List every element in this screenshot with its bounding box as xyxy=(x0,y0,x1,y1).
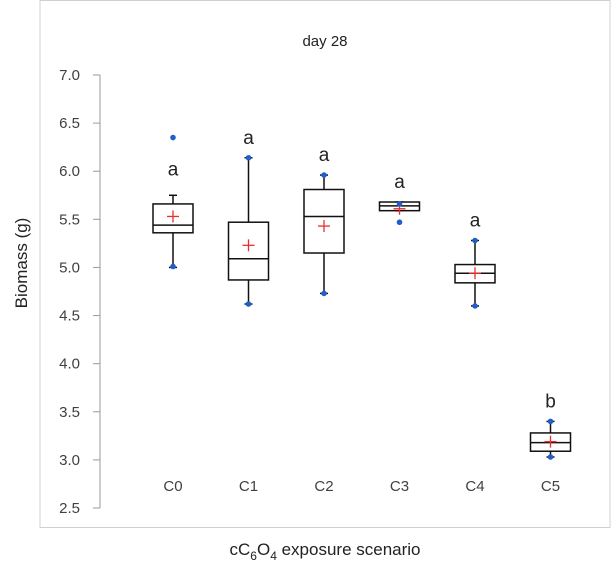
category-label: C0 xyxy=(163,478,182,495)
outlier-point xyxy=(170,134,176,141)
category-label: C5 xyxy=(541,478,560,495)
box-group: a C1 xyxy=(227,128,270,495)
significance-letter: a xyxy=(168,159,179,180)
box-group: b C5 xyxy=(529,391,572,495)
x-title-part: exposure scenario xyxy=(277,540,421,559)
x-title-subscript: 6 xyxy=(250,549,257,563)
outlier-point xyxy=(321,172,327,178)
category-label: C4 xyxy=(465,478,484,495)
x-title-part: O xyxy=(257,540,270,559)
y-tick-label: 2.5 xyxy=(59,500,80,517)
x-title-subscript: 4 xyxy=(270,549,277,563)
significance-letter: a xyxy=(394,172,405,193)
y-tick-label: 5.5 xyxy=(59,211,80,228)
significance-letter: a xyxy=(243,128,254,149)
outlier-point xyxy=(245,301,252,307)
y-axis: 2.5 3.0 3.5 4.0 4.5 5.0 5.5 6.0 6.5 7.0 xyxy=(59,67,100,517)
plot-area: a C0 a C1 a C2 a C3 a C4 b C5 xyxy=(152,128,572,495)
y-tick-label: 4.0 xyxy=(59,356,80,373)
category-label: C3 xyxy=(390,478,409,495)
significance-letter: a xyxy=(470,211,481,232)
box-group: a C4 xyxy=(454,211,496,495)
outlier-point xyxy=(170,263,176,270)
outlier-point xyxy=(321,290,327,297)
outlier-point xyxy=(547,454,554,460)
outlier-point xyxy=(472,303,478,309)
y-tick-label: 5.0 xyxy=(59,259,80,276)
box-group: a C3 xyxy=(378,172,421,495)
significance-letter: b xyxy=(545,391,556,412)
outlier-point xyxy=(472,237,478,244)
box-group: a C0 xyxy=(152,134,194,495)
y-tick-label: 6.0 xyxy=(59,163,80,180)
box-group: a C2 xyxy=(303,145,345,495)
outlier-point xyxy=(396,219,403,226)
significance-letter: a xyxy=(319,145,330,166)
outlier-point xyxy=(547,418,554,425)
y-axis-title: Biomass (g) xyxy=(12,218,31,309)
plot-frame xyxy=(39,0,611,528)
y-tick-label: 3.5 xyxy=(59,404,80,421)
category-label: C1 xyxy=(239,478,258,495)
x-axis-title: cC6O4 exposure scenario xyxy=(229,540,420,563)
x-title-part: cC xyxy=(229,540,250,559)
y-tick-label: 3.0 xyxy=(59,452,80,469)
category-label: C2 xyxy=(314,478,333,495)
y-tick-label: 6.5 xyxy=(59,115,80,132)
outlier-point xyxy=(245,154,252,161)
y-tick-label: 7.0 xyxy=(59,67,80,84)
y-tick-label: 4.5 xyxy=(59,308,80,325)
chart-title: day 28 xyxy=(302,33,347,50)
outlier-point xyxy=(396,201,403,207)
